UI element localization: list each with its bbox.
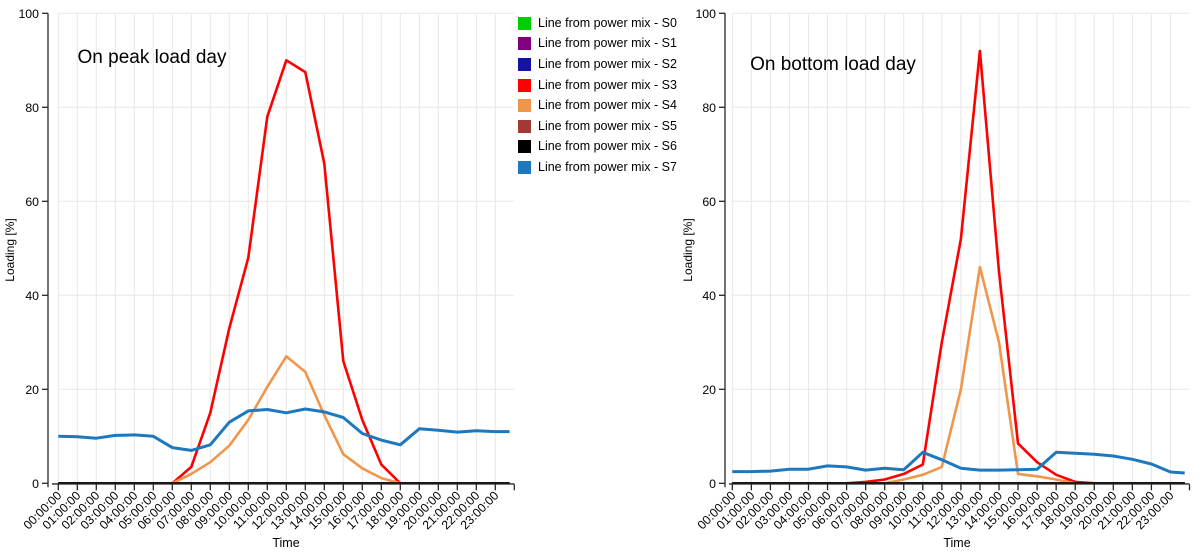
legend-label-s3: Line from power mix - S3 (538, 77, 677, 92)
y-tick-label: 40 (702, 289, 716, 303)
peak-load-day-chart: 02040608010000:00:0001:00:0002:00:0003:0… (3, 7, 515, 550)
legend-item-s0: Line from power mix - S0 (518, 13, 677, 34)
series-line-s7 (732, 450, 1185, 475)
legend-label-s4: Line from power mix - S4 (538, 98, 677, 113)
legend-item-s3: Line from power mix - S3 (518, 75, 677, 96)
legend-swatch-s6 (518, 140, 531, 154)
legend-swatch-s5 (518, 119, 531, 133)
legend-item-s1: Line from power mix - S1 (518, 34, 677, 55)
y-tick-label: 20 (25, 383, 39, 397)
y-tick-label: 60 (702, 195, 716, 209)
y-tick-label: 0 (709, 477, 716, 491)
series-line-s4 (884, 265, 1076, 485)
y-axis-label: Loading [%] (3, 218, 17, 281)
legend-swatch-s4 (518, 99, 531, 113)
legend-item-s2: Line from power mix - S2 (518, 54, 677, 75)
legend-item-s4: Line from power mix - S4 (518, 95, 677, 116)
gridlines (57, 12, 515, 484)
series-line-s7 (58, 407, 510, 452)
series-line-s3 (171, 58, 402, 485)
legend-label-s5: Line from power mix - S5 (538, 118, 677, 133)
legend-label-s7: Line from power mix - S7 (538, 159, 677, 174)
legend-swatch-s7 (518, 160, 531, 174)
legend-item-s5: Line from power mix - S5 (518, 116, 677, 137)
x-axis-label: Time (272, 536, 299, 550)
series-line-s3 (846, 49, 1095, 485)
legend-swatch-s1 (518, 37, 531, 51)
chart-title: On bottom load day (750, 54, 916, 75)
legend-swatch-s0 (518, 16, 531, 30)
x-axis-label: Time (943, 536, 970, 550)
series-line-s4 (171, 355, 401, 485)
y-tick-label: 80 (702, 101, 716, 115)
gridlines (731, 12, 1190, 484)
legend-item-s7: Line from power mix - S7 (518, 157, 677, 178)
y-tick-label: 100 (18, 7, 39, 21)
y-tick-label: 0 (32, 477, 39, 491)
legend: Line from power mix - S0 Line from power … (518, 13, 677, 178)
y-axis-label: Loading [%] (681, 218, 695, 281)
legend-label-s2: Line from power mix - S2 (538, 56, 677, 71)
legend-label-s6: Line from power mix - S6 (538, 139, 677, 154)
legend-label-s0: Line from power mix - S0 (538, 15, 677, 30)
legend-swatch-s3 (518, 78, 531, 92)
legend-item-s6: Line from power mix - S6 (518, 137, 677, 158)
legend-label-s1: Line from power mix - S1 (538, 36, 677, 51)
tick-labels: 02040608010000:00:0001:00:0002:00:0003:0… (18, 7, 515, 532)
y-tick-label: 80 (25, 101, 39, 115)
y-tick-label: 60 (25, 195, 39, 209)
y-tick-label: 100 (695, 7, 716, 21)
y-tick-label: 20 (702, 383, 716, 397)
bottom-load-day-chart: 02040608010000:00:0001:00:0002:00:0003:0… (681, 7, 1191, 550)
chart-title: On peak load day (78, 47, 227, 68)
y-tick-label: 40 (25, 289, 39, 303)
legend-swatch-s2 (518, 57, 531, 71)
